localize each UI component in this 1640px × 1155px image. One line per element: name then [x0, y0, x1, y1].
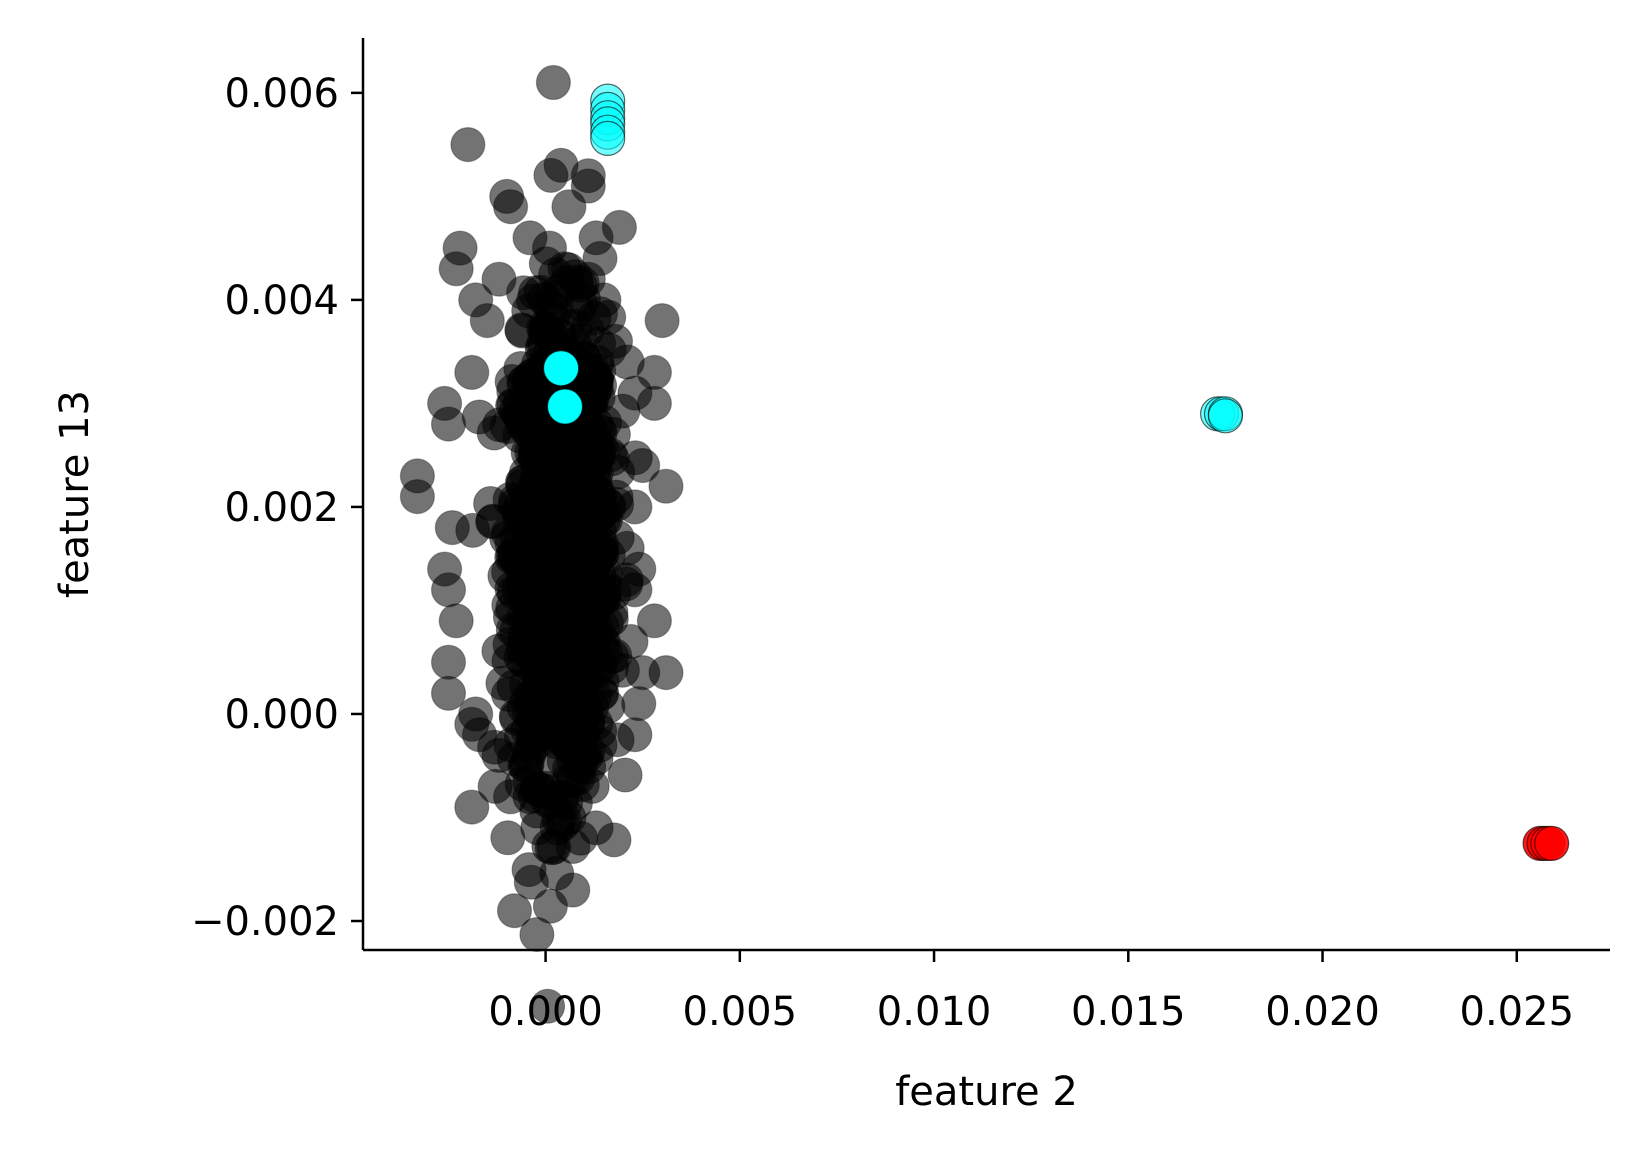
y-ticks: −0.002 0.000 0.002 0.004 0.006	[191, 71, 363, 945]
data-point-series-0	[625, 447, 661, 484]
data-point-series-0	[574, 768, 610, 805]
cluster-point	[501, 572, 537, 608]
y-axis-label: feature 13	[52, 390, 98, 598]
cluster-point	[518, 275, 553, 311]
data-point-series-2	[547, 388, 583, 425]
data-point-series-0	[644, 303, 680, 339]
data-point-series-0	[450, 127, 486, 163]
data-point-series-0	[454, 354, 490, 390]
cluster-point	[579, 407, 614, 443]
data-point-series-0	[617, 489, 653, 525]
data-point-series-3	[1534, 825, 1570, 862]
data-point-series-1	[1207, 398, 1244, 434]
cluster-point	[502, 398, 538, 434]
data-point-series-0	[625, 654, 661, 691]
data-point-series-0	[559, 292, 595, 328]
axes	[361, 38, 1610, 952]
data-point-series-0	[551, 189, 587, 225]
cluster-points	[455, 157, 653, 1024]
y-tick-label: 0.000	[224, 692, 339, 738]
data-point-series-0	[481, 261, 517, 297]
cluster-point	[530, 988, 566, 1024]
cluster-point	[490, 820, 526, 856]
data-point-series-0	[493, 189, 529, 225]
y-tick-label: 0.004	[224, 278, 339, 324]
x-ticks: 0.000 0.005 0.010 0.015 0.020 0.025	[488, 950, 1574, 1035]
data-point-series-0	[512, 779, 548, 815]
x-tick-label: 0.025	[1460, 989, 1575, 1035]
data-point-series-0	[648, 468, 684, 504]
x-axis-label: feature 2	[895, 1069, 1078, 1115]
x-tick-label: 0.010	[877, 989, 992, 1035]
x-tick-label: 0.000	[488, 989, 603, 1035]
data-point-series-0	[617, 572, 653, 608]
data-point-series-2	[543, 350, 579, 386]
cluster-point	[578, 455, 614, 491]
cluster-point	[607, 757, 643, 793]
cluster-point	[496, 669, 532, 705]
cluster-point	[572, 564, 608, 600]
data-point-series-0	[430, 406, 467, 442]
cluster-point	[575, 505, 611, 541]
data-point-series-0	[621, 685, 657, 722]
data-point-series-0	[555, 872, 591, 908]
data-points	[399, 64, 1570, 929]
cluster-point	[523, 717, 559, 752]
data-point-series-0	[469, 303, 505, 339]
cluster-point	[518, 643, 554, 679]
cluster-point	[528, 504, 564, 540]
data-point-series-0	[430, 675, 467, 711]
y-tick-label: −0.002	[191, 899, 339, 945]
data-point-series-0	[496, 893, 533, 929]
cluster-point	[513, 864, 549, 900]
data-point-series-0	[430, 644, 467, 680]
cluster-point	[568, 597, 604, 633]
cluster-point	[519, 917, 555, 952]
data-point-series-0	[430, 572, 467, 608]
cluster-point	[590, 689, 626, 724]
data-point-series-0	[617, 717, 653, 753]
data-point-series-0	[531, 230, 568, 266]
y-tick-label: 0.002	[224, 485, 339, 531]
data-point-series-0	[562, 820, 599, 856]
data-point-series-0	[454, 789, 490, 825]
data-point-series-0	[613, 623, 649, 660]
x-tick-label: 0.005	[683, 989, 798, 1035]
data-point-series-0	[399, 479, 435, 515]
data-point-series-0	[636, 603, 673, 639]
cluster-point	[544, 695, 580, 731]
data-point-series-0	[438, 603, 474, 639]
data-point-series-0	[636, 385, 673, 421]
y-tick-label: 0.006	[224, 71, 339, 117]
x-tick-label: 0.020	[1265, 989, 1380, 1035]
x-tick-label: 0.015	[1071, 989, 1186, 1035]
cluster-point	[529, 435, 565, 471]
cluster-point	[534, 609, 570, 645]
data-point-series-0	[535, 64, 572, 101]
data-point-series-0	[508, 748, 544, 784]
data-point-series-0	[438, 251, 474, 287]
data-point-series-0	[434, 509, 470, 546]
data-point-series-1	[590, 120, 626, 156]
data-point-series-0	[504, 313, 540, 349]
cluster-point	[473, 486, 509, 521]
